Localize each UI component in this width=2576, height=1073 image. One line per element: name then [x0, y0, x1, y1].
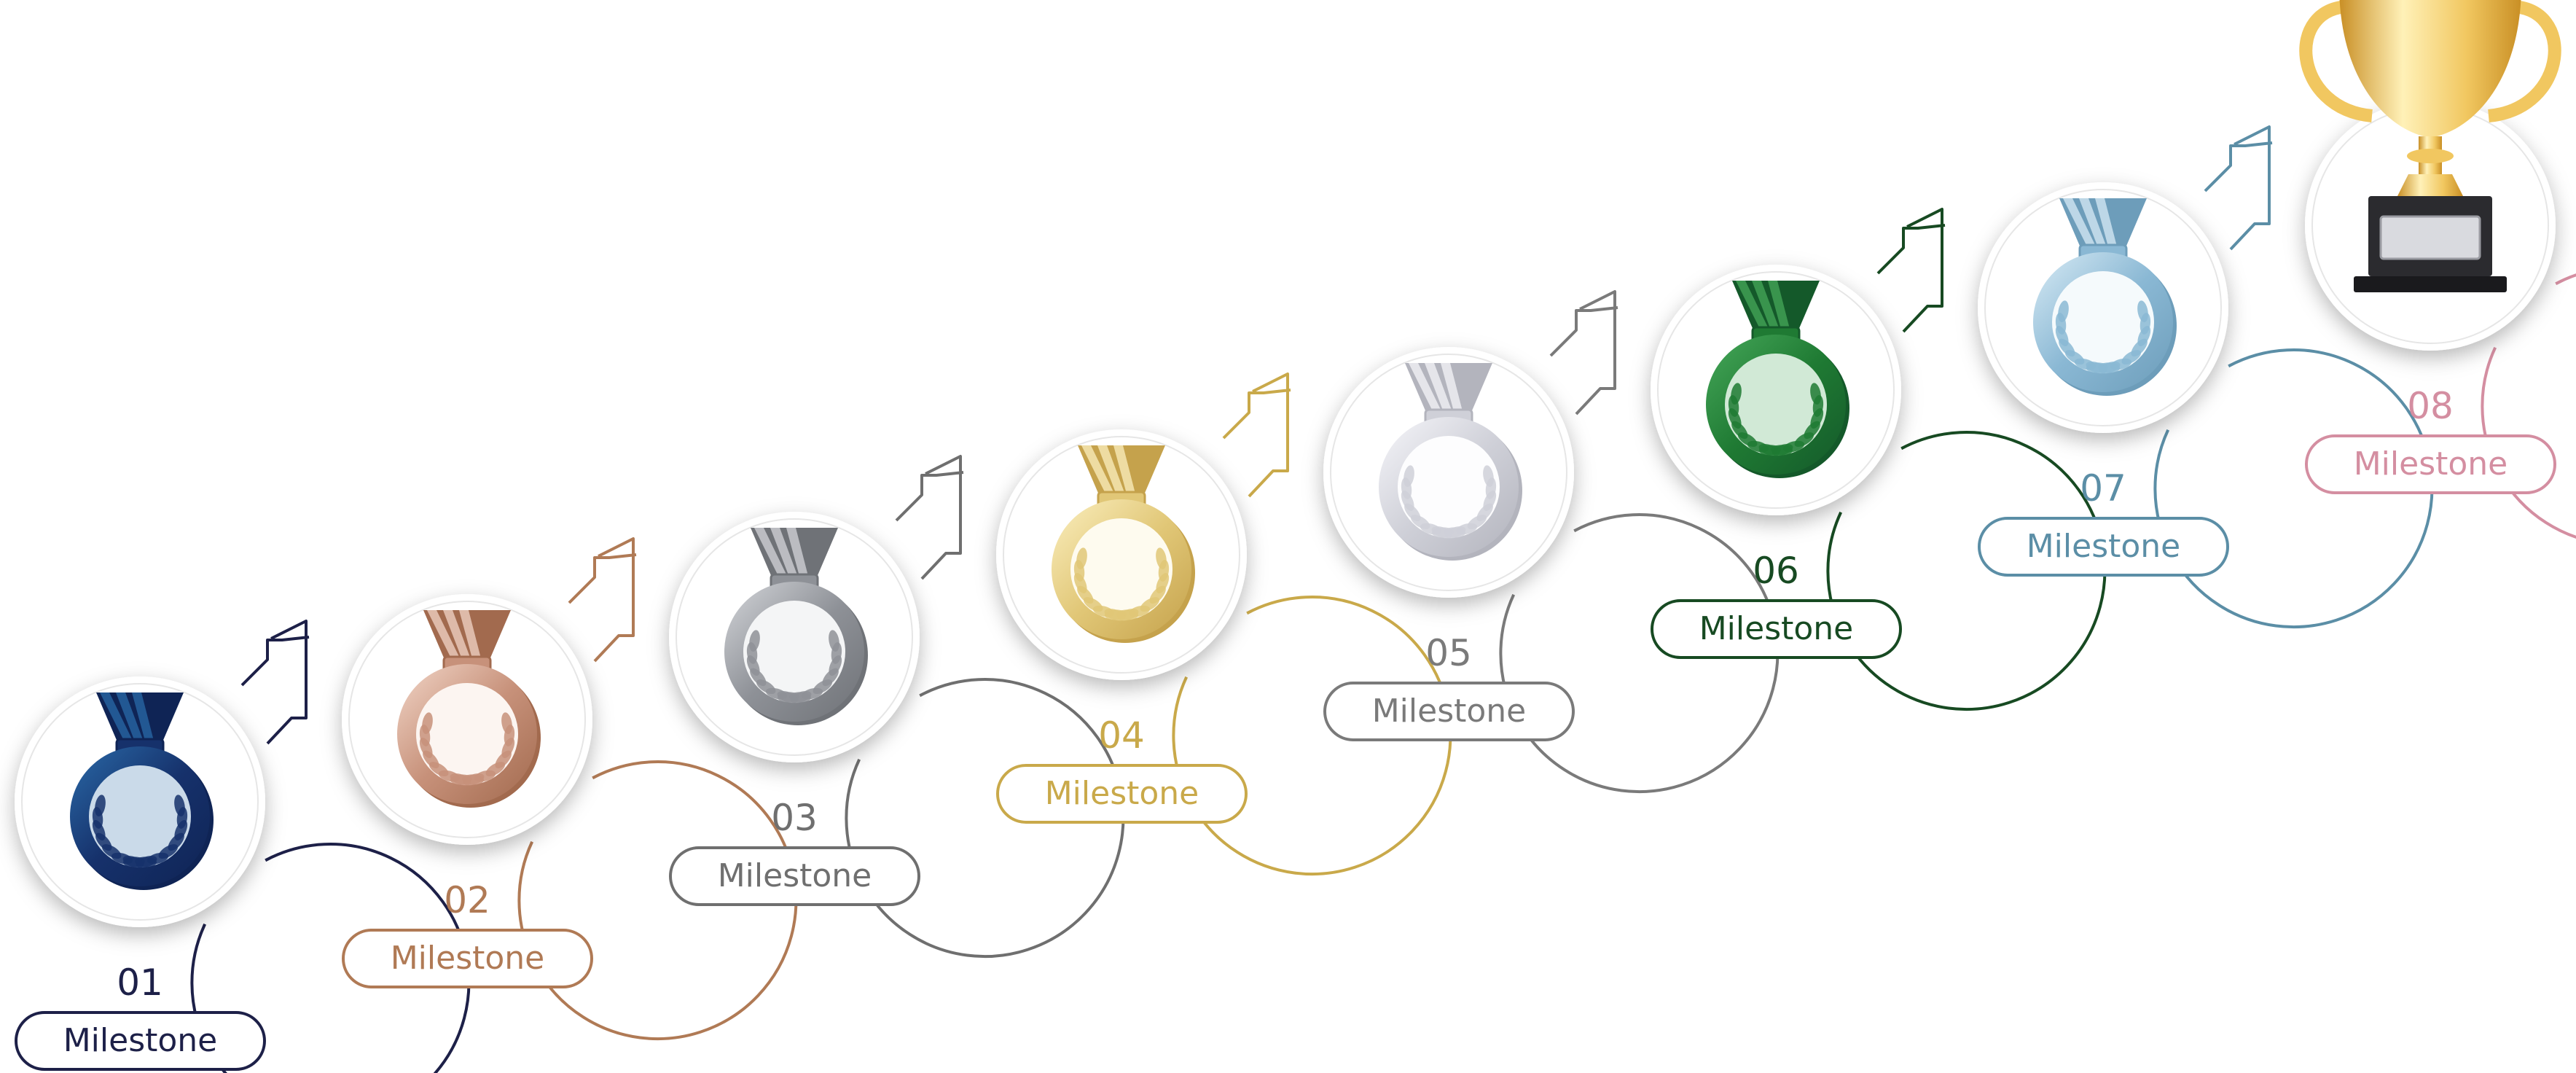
milestone-label[interactable]: Milestone	[2305, 434, 2556, 494]
milestone-number: 03	[771, 797, 818, 839]
green-medal-icon	[1706, 281, 1849, 478]
gold-medal-icon	[1052, 445, 1195, 643]
laurel-wreath-icon	[1728, 383, 1824, 456]
milestone-label[interactable]: Milestone	[342, 929, 593, 988]
milestone-number: 02	[444, 879, 490, 921]
silver-medal-icon	[724, 528, 868, 725]
step-arrow-icon	[1876, 208, 1946, 333]
milestone-06	[1651, 208, 2107, 711]
milestone-label[interactable]: Milestone	[1978, 517, 2229, 577]
milestone-07	[1978, 125, 2434, 628]
laurel-wreath-icon	[746, 630, 842, 703]
milestone-03	[669, 455, 1125, 958]
milestone-number: 06	[1753, 550, 1799, 592]
milestone-label[interactable]: Milestone	[996, 764, 1248, 824]
milestone-number: 08	[2407, 385, 2454, 427]
laurel-wreath-icon	[1401, 465, 1497, 539]
step-arrow-icon	[895, 455, 964, 580]
step-arrow-icon	[1222, 372, 1291, 498]
laurel-wreath-icon	[419, 712, 515, 786]
milestone-number: 05	[1425, 632, 1472, 674]
milestone-label[interactable]: Milestone	[15, 1011, 266, 1071]
milestone-04	[996, 372, 1452, 875]
milestone-01	[15, 620, 471, 1073]
blue-medal-icon	[70, 692, 214, 890]
laurel-wreath-icon	[92, 795, 188, 868]
step-arrow-icon	[568, 537, 637, 663]
step-arrow-icon	[2204, 125, 2273, 251]
milestone-label[interactable]: Milestone	[1323, 682, 1575, 741]
milestone-label[interactable]: Milestone	[669, 846, 920, 906]
milestone-05	[1323, 290, 1780, 793]
laurel-wreath-icon	[2055, 300, 2151, 374]
step-arrow-icon	[1549, 290, 1618, 415]
milestone-number: 07	[2080, 467, 2126, 510]
milestone-08	[2299, 0, 2576, 539]
trophy-icon	[2299, 0, 2561, 292]
laurel-wreath-icon	[1073, 547, 1170, 621]
bronze-medal-icon	[397, 610, 541, 808]
light-blue-medal-icon	[2033, 198, 2177, 396]
milestone-number: 04	[1098, 714, 1145, 757]
milestone-label[interactable]: Milestone	[1651, 599, 1902, 659]
milestone-02	[342, 537, 798, 1040]
milestone-number: 01	[117, 961, 163, 1004]
step-arrow-icon	[240, 620, 310, 745]
platinum-medal-icon	[1379, 363, 1522, 561]
